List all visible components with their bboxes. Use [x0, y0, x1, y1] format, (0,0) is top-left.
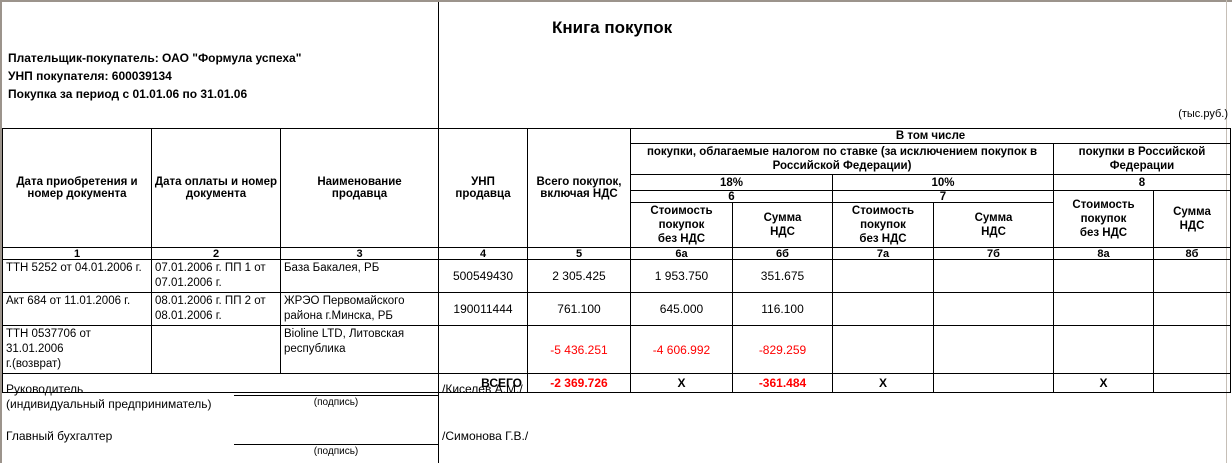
cell-7b — [933, 292, 1054, 326]
cell-8b — [1153, 259, 1231, 293]
cell-6a: 645.000 — [630, 292, 733, 326]
cell-6a: -4 606.992 — [630, 325, 733, 374]
header-date-paid: Дата оплаты и номер документа — [151, 128, 281, 248]
cell-6b: -829.259 — [732, 325, 833, 374]
period-line: Покупка за период с 01.01.06 по 31.01.06 — [8, 87, 248, 101]
cell-unp: 500549430 — [438, 259, 528, 293]
cell-payment: 07.01.2006 г. ПП 1 от 07.01.2006 г. — [151, 259, 281, 293]
cell-8a — [1053, 259, 1154, 293]
header-vat-sum-8b: Сумма НДС — [1153, 190, 1231, 248]
cell-seller: Bioline LTD, Литовская республика — [280, 325, 439, 374]
header-vat-sum-6b: Сумма НДС — [732, 202, 833, 248]
colnum-5: 5 — [527, 247, 631, 260]
header-group-7: 7 — [832, 190, 1054, 203]
cell-6a: 1 953.750 — [630, 259, 733, 293]
header-cost-no-vat-6a: Стоимость покупок без НДС — [630, 202, 733, 248]
accountant-name: /Симонова Г.В./ — [442, 429, 529, 443]
colnum-2: 2 — [151, 247, 281, 260]
header-total-with-vat: Всего покупок, включая НДС — [527, 128, 631, 248]
total-8b — [1153, 373, 1231, 393]
cell-total: -5 436.251 — [527, 325, 631, 374]
cell-7b — [933, 325, 1054, 374]
purchase-book-table: Дата приобретения и номер документа Дата… — [2, 128, 1231, 393]
cell-8b — [1153, 325, 1231, 374]
colnum-7b: 7б — [933, 247, 1054, 260]
colnum-8a: 8а — [1053, 247, 1154, 260]
colnum-6a: 6а — [630, 247, 733, 260]
total-row: ВСЕГО -2 369.726 X -361.484 X X — [2, 373, 1231, 393]
colnum-3: 3 — [280, 247, 439, 260]
header-cost-no-vat-7a: Стоимость покупок без НДС — [832, 202, 934, 248]
manager-sublabel: (индивидуальный предприниматель) — [6, 397, 212, 411]
page-title: Книга покупок — [552, 18, 673, 37]
payer-info-block: Плательщик-покупатель: ОАО "Формула успе… — [8, 49, 301, 103]
colnum-8b: 8б — [1153, 247, 1231, 260]
manager-name: /Киселев А.М./ — [442, 382, 523, 396]
cell-6b: 351.675 — [732, 259, 833, 293]
total-7b — [933, 373, 1054, 393]
header-group-8: 8 — [1053, 174, 1231, 191]
cell-7a — [832, 259, 934, 293]
cell-6b: 116.100 — [732, 292, 833, 326]
colnum-4: 4 — [438, 247, 528, 260]
cell-seller: База Бакалея, РБ — [280, 259, 439, 293]
payer-line: Плательщик-покупатель: ОАО "Формула успе… — [8, 51, 302, 65]
header-cost-no-vat-8a: Стоимость покупок без НДС — [1053, 190, 1154, 248]
table-row: ТТН 5252 от 04.01.2006 г. 07.01.2006 г. … — [2, 259, 1231, 293]
manager-label: Руководитель — [6, 382, 84, 396]
table-row: Акт 684 от 11.01.2006 г. 08.01.2006 г. П… — [2, 292, 1231, 326]
cell-payment: 08.01.2006 г. ПП 2 от 08.01.2006 г. — [151, 292, 281, 326]
cell-doc: ТТН 5252 от 04.01.2006 г. — [2, 259, 152, 293]
cell-unp — [438, 325, 528, 374]
cell-total: 2 305.425 — [527, 259, 631, 293]
cell-doc: ТТН 0537706 от 31.01.2006 г.(возврат) — [2, 325, 152, 374]
header-including: В том числе — [630, 128, 1231, 144]
header-seller-name: Наименование продавца — [280, 128, 439, 248]
column-number-row: 1 2 3 4 5 6а 6б 7а 7б 8а 8б — [2, 247, 1231, 260]
cell-7a — [832, 292, 934, 326]
cell-doc: Акт 684 от 11.01.2006 г. — [2, 292, 152, 326]
header-seller-unp: УНП продавца — [438, 128, 528, 248]
total-7a: X — [832, 373, 934, 393]
total-6b: -361.484 — [732, 373, 833, 393]
table-row: ТТН 0537706 от 31.01.2006 г.(возврат) Bi… — [2, 325, 1231, 374]
signature-caption: (подпись) — [313, 446, 359, 457]
sheet-top-edge — [0, 0, 1232, 2]
header-taxed-purchases: покупки, облагаемые налогом по ставке (з… — [630, 143, 1054, 175]
cell-8a — [1053, 292, 1154, 326]
cell-seller: ЖРЭО Первомайского района г.Минска, РБ — [280, 292, 439, 326]
cell-7b — [933, 259, 1054, 293]
total-label: ВСЕГО — [2, 373, 528, 393]
header-vat-sum-7b: Сумма НДС — [933, 202, 1054, 248]
colnum-6b: 6б — [732, 247, 833, 260]
total-sum: -2 369.726 — [527, 373, 631, 393]
unp-line: УНП покупателя: 600039134 — [8, 69, 172, 83]
accountant-label: Главный бухгалтер — [6, 429, 113, 443]
cell-7a — [832, 325, 934, 374]
signature-caption: (подпись) — [313, 397, 359, 408]
cell-payment — [151, 325, 281, 374]
header-rf-purchases: покупки в Российской Федерации — [1053, 143, 1231, 175]
total-8a: X — [1053, 373, 1154, 393]
header-rate-18: 18% — [630, 174, 833, 191]
cell-total: 761.100 — [527, 292, 631, 326]
total-6a: X — [630, 373, 733, 393]
cell-8b — [1153, 292, 1231, 326]
accountant-signature-line — [234, 444, 438, 445]
units-label: (тыс.руб.) — [1178, 108, 1228, 120]
header-group-6: 6 — [630, 190, 833, 203]
manager-signature-line — [234, 395, 438, 396]
header-date-acquired: Дата приобретения и номер документа — [2, 128, 152, 248]
cell-8a — [1053, 325, 1154, 374]
colnum-7a: 7а — [832, 247, 934, 260]
colnum-1: 1 — [2, 247, 152, 260]
header-rate-10: 10% — [832, 174, 1054, 191]
sheet-left-edge — [0, 0, 2, 463]
cell-unp: 190011444 — [438, 292, 528, 326]
